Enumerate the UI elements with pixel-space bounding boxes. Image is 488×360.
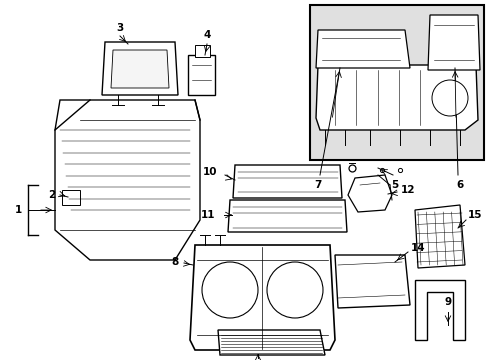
Text: 14: 14 — [410, 243, 425, 253]
Text: 4: 4 — [203, 30, 210, 40]
Text: 7: 7 — [314, 180, 321, 190]
Text: 15: 15 — [467, 210, 481, 220]
Polygon shape — [414, 205, 464, 268]
Text: 2: 2 — [48, 190, 56, 200]
Text: 12: 12 — [400, 185, 414, 195]
Polygon shape — [62, 190, 80, 205]
Polygon shape — [414, 280, 464, 340]
Text: 11: 11 — [201, 210, 215, 220]
Text: 5: 5 — [390, 180, 398, 190]
Text: 9: 9 — [444, 297, 450, 307]
Text: 1: 1 — [14, 205, 21, 215]
Polygon shape — [427, 15, 479, 70]
Polygon shape — [315, 65, 477, 130]
Text: 8: 8 — [171, 257, 178, 267]
Text: 3: 3 — [116, 23, 123, 33]
Polygon shape — [232, 165, 341, 198]
Polygon shape — [227, 200, 346, 232]
Polygon shape — [195, 45, 209, 57]
Polygon shape — [111, 50, 169, 88]
Polygon shape — [102, 42, 178, 95]
Polygon shape — [334, 255, 409, 308]
Polygon shape — [190, 245, 334, 350]
Polygon shape — [315, 30, 409, 68]
Text: 10: 10 — [203, 167, 217, 177]
Text: 6: 6 — [455, 180, 463, 190]
Circle shape — [202, 262, 258, 318]
Bar — [309, 5, 483, 160]
Polygon shape — [347, 175, 391, 212]
Circle shape — [266, 262, 323, 318]
Polygon shape — [218, 330, 325, 355]
Polygon shape — [55, 100, 200, 260]
Polygon shape — [187, 55, 215, 95]
Circle shape — [431, 80, 467, 116]
